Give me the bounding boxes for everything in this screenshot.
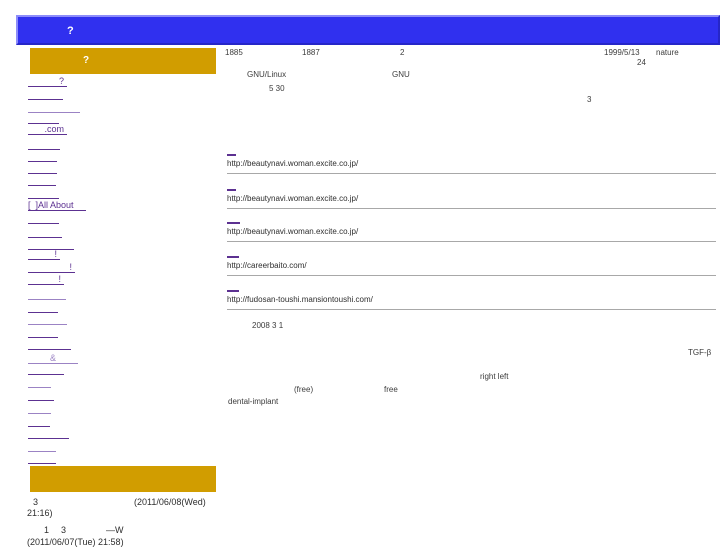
main-bottom-fragment-5: dental-implant: [228, 397, 279, 406]
sidebar-link-6[interactable]: [28, 152, 57, 162]
sidebar-link-1[interactable]: [28, 90, 63, 100]
sidebar-link-12[interactable]: [28, 228, 62, 238]
main-top-fragment-0: 1885: [225, 48, 243, 57]
sidebar-link-13[interactable]: [28, 240, 74, 250]
top-banner-label: ?: [67, 25, 74, 37]
sidebar-link-15[interactable]: !: [28, 263, 75, 273]
sidebar-link-19[interactable]: [28, 315, 67, 325]
sidebar-link-23[interactable]: [28, 365, 64, 375]
sidebar-link-2[interactable]: [28, 103, 80, 113]
sidebar-link-21[interactable]: [28, 340, 71, 350]
entry-3-url: http://careerbaito.com/: [227, 261, 307, 270]
sidebar-footer-line-1: (2011/06/08(Wed): [134, 497, 206, 507]
entry-3-divider: [227, 275, 716, 276]
entry-2-divider: [227, 241, 716, 242]
main-top-fragment-5: 24: [637, 58, 646, 67]
main-top-fragment-4: nature: [656, 48, 679, 57]
entry-2: http://beautynavi.woman.excite.co.jp/: [227, 216, 716, 242]
sidebar-footer-line-3: 1: [44, 525, 50, 535]
sidebar-footer-line-0: 3: [33, 497, 39, 507]
sidebar-link-20[interactable]: [28, 328, 58, 338]
entry-3-title-link[interactable]: [227, 250, 239, 258]
sidebar-header-box: ?: [30, 48, 216, 74]
main-top-fragment-1: 1887: [302, 48, 320, 57]
entry-4-url: http://fudosan-toushi.mansiontoushi.com/: [227, 295, 373, 304]
main-top-fragment-2: 2: [400, 48, 405, 57]
sidebar-link-25[interactable]: [28, 391, 54, 401]
main-bottom-fragment-0: 2008 3 1: [252, 321, 284, 330]
sidebar-link-24[interactable]: [28, 378, 51, 388]
sidebar-link-5[interactable]: [28, 140, 60, 150]
entry-4: http://fudosan-toushi.mansiontoushi.com/: [227, 284, 716, 310]
entry-2-title-link[interactable]: [227, 216, 240, 224]
sidebar-link-18[interactable]: [28, 303, 58, 313]
entry-1-divider: [227, 208, 716, 209]
sidebar-link-16[interactable]: !: [28, 275, 64, 285]
sidebar-link-14[interactable]: !: [28, 250, 60, 260]
sidebar-link-4[interactable]: .com: [28, 125, 67, 135]
entry-1-url: http://beautynavi.woman.excite.co.jp/: [227, 194, 359, 203]
top-banner: ?: [16, 15, 720, 45]
sidebar-link-8[interactable]: [28, 176, 56, 186]
sidebar-link-7[interactable]: [28, 164, 57, 174]
sidebar-link-9[interactable]: [28, 189, 59, 199]
sidebar-link-0[interactable]: ?: [28, 77, 67, 87]
sidebar-link-10[interactable]: [ ]All About: [28, 201, 86, 211]
sidebar-link-22[interactable]: &: [28, 354, 78, 364]
sidebar-footer-line-6: (2011/06/07(Tue) 21:58): [27, 537, 124, 547]
sidebar-link-29[interactable]: [28, 442, 56, 452]
sidebar-link-28[interactable]: [28, 429, 69, 439]
main-bottom-fragment-2: right left: [480, 372, 509, 381]
entry-4-divider: [227, 309, 716, 310]
entry-0: http://beautynavi.woman.excite.co.jp/: [227, 148, 716, 174]
sidebar-footer-box: [30, 466, 216, 492]
entry-0-divider: [227, 173, 716, 174]
sidebar-link-17[interactable]: [28, 290, 66, 300]
entry-3: http://careerbaito.com/: [227, 250, 716, 276]
sidebar-header-label: ?: [83, 55, 90, 66]
main-top-fragment-6: GNU/Linux: [247, 70, 287, 79]
sidebar-link-11[interactable]: [28, 214, 59, 224]
main-bottom-fragment-4: free: [384, 385, 398, 394]
sidebar-link-27[interactable]: [28, 417, 50, 427]
entry-0-url: http://beautynavi.woman.excite.co.jp/: [227, 159, 359, 168]
entry-1: http://beautynavi.woman.excite.co.jp/: [227, 183, 716, 209]
entry-4-title-link[interactable]: [227, 284, 239, 292]
sidebar-footer-line-4: 3: [61, 525, 67, 535]
sidebar-link-3[interactable]: [28, 114, 59, 124]
sidebar-footer-line-2: 21:16): [27, 508, 53, 518]
main-top-fragment-3: 1999/5/13: [604, 48, 640, 57]
main-bottom-fragment-1: TGF-β: [688, 348, 712, 357]
entry-0-title-link[interactable]: [227, 148, 236, 156]
main-top-fragment-9: 3: [587, 95, 592, 104]
sidebar-link-30[interactable]: [28, 454, 56, 464]
sidebar-footer-line-5: —W: [106, 525, 124, 535]
entry-2-url: http://beautynavi.woman.excite.co.jp/: [227, 227, 359, 236]
entry-1-title-link[interactable]: [227, 183, 236, 191]
sidebar-link-26[interactable]: [28, 404, 51, 414]
main-top-fragment-8: 5 30: [269, 84, 285, 93]
main-top-fragment-7: GNU: [392, 70, 410, 79]
main-bottom-fragment-3: (free): [294, 385, 314, 394]
